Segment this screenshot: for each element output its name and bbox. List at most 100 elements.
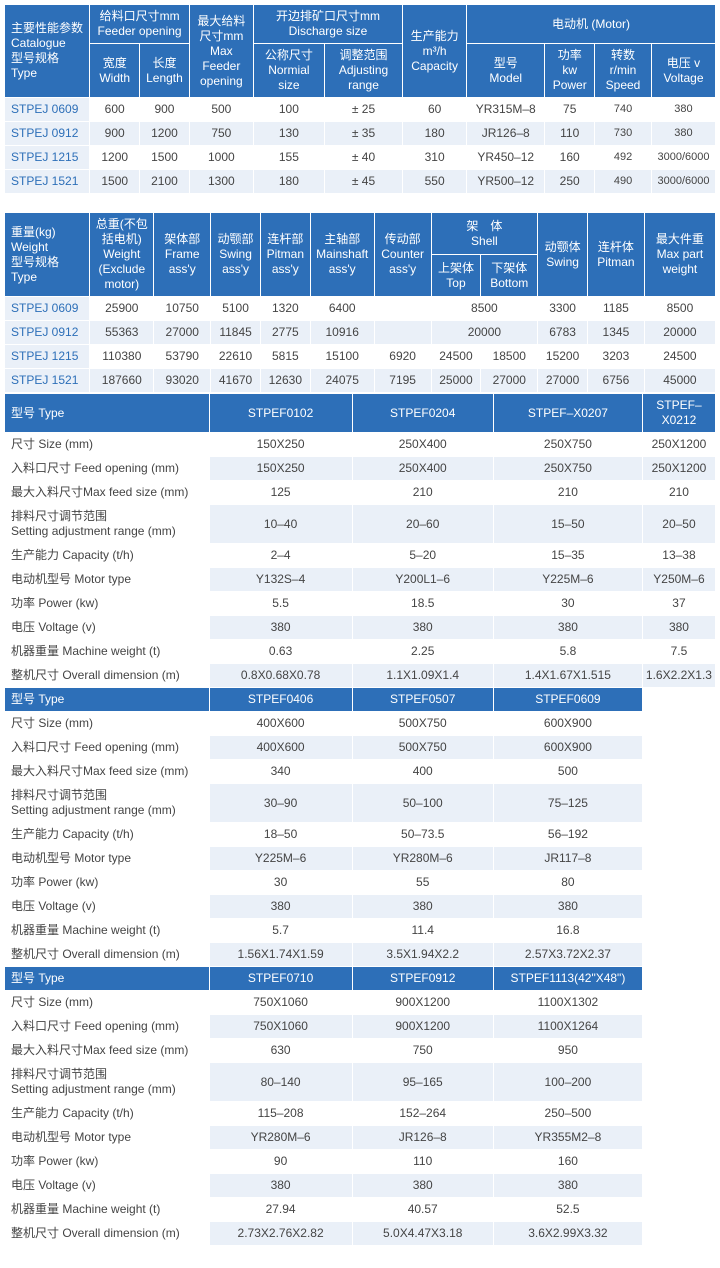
table-row: STPEJ 1215110380537902261058151510069202… xyxy=(5,345,716,369)
table-row: 机器重量 Machine weight (t)27.9440.5752.5 xyxy=(5,1198,716,1222)
hdr-discharge: 开边排矿口尺寸mmDischarge size xyxy=(253,5,402,44)
row-label: 整机尺寸 Overall dimension (m) xyxy=(5,943,210,967)
cell: 6920 xyxy=(374,345,431,369)
cell: STPEJ 0912 xyxy=(5,321,90,345)
hdr-counter: 传动部Counterass'y xyxy=(374,213,431,297)
cell: 22610 xyxy=(211,345,261,369)
cell: 37 xyxy=(642,592,715,616)
hdr-pitman: 连杆部Pitmanass'y xyxy=(260,213,310,297)
cell: 30 xyxy=(209,871,352,895)
cell: 380 xyxy=(493,1174,642,1198)
row-label: 入料口尺寸 Feed opening (mm) xyxy=(5,736,210,760)
row-label: 机器重量 Machine weight (t) xyxy=(5,640,210,664)
cell: 400X600 xyxy=(209,736,352,760)
cell: 100 xyxy=(253,98,324,122)
cell: 5–20 xyxy=(352,544,493,568)
hdr-swing: 动颚部Swingass'y xyxy=(211,213,261,297)
cell: 125 xyxy=(209,481,352,505)
cell: 52.5 xyxy=(493,1198,642,1222)
row-label: 排料尺寸调节范围Setting adjustment range (mm) xyxy=(5,1063,210,1102)
cell: 80 xyxy=(493,871,642,895)
weight-spec-table: 重量(kg)Weight型号规格Type 总重(不包括电机)Weight(Exc… xyxy=(4,212,716,393)
hdr-speed: 转数r/minSpeed xyxy=(595,44,652,98)
cell: 13–38 xyxy=(642,544,715,568)
cell: 11.4 xyxy=(352,919,493,943)
hdr-type: 型号 Type xyxy=(5,688,210,712)
cell: 110380 xyxy=(90,345,154,369)
row-label: 功率 Power (kw) xyxy=(5,592,210,616)
row-label: 电动机型号 Motor type xyxy=(5,568,210,592)
cell: STPEJ 1215 xyxy=(5,146,90,170)
cell: 24500 xyxy=(644,345,715,369)
cell: 20000 xyxy=(644,321,715,345)
table-row: STPEJ 0912553632700011845277510916200006… xyxy=(5,321,716,345)
cell: 1320 xyxy=(260,297,310,321)
cell: 380 xyxy=(209,895,352,919)
cell: 380 xyxy=(209,1174,352,1198)
cell: 380 xyxy=(651,98,715,122)
table-row: 电压 Voltage (v)380380380 xyxy=(5,1174,716,1198)
hdr-type: 型号 Type xyxy=(5,967,210,991)
cell: 155 xyxy=(253,146,324,170)
table-row: 功率 Power (kw)305580 xyxy=(5,871,716,895)
cell: 380 xyxy=(493,616,642,640)
table-row: 功率 Power (kw)90110160 xyxy=(5,1150,716,1174)
hdr-voltage: 电压 vVoltage xyxy=(651,44,715,98)
cell: 250X1200 xyxy=(642,433,715,457)
hdr-maxpart: 最大件重Max partweight xyxy=(644,213,715,297)
cell: 15200 xyxy=(538,345,588,369)
cell: 250X1200 xyxy=(642,457,715,481)
cell: ± 35 xyxy=(324,122,402,146)
cell: 20000 xyxy=(431,321,538,345)
row-label: 排料尺寸调节范围Setting adjustment range (mm) xyxy=(5,505,210,544)
row-label: 电压 Voltage (v) xyxy=(5,895,210,919)
cell: 250X750 xyxy=(493,457,642,481)
row-label: 机器重量 Machine weight (t) xyxy=(5,919,210,943)
hdr-adjust: 调整范围Adjusting range xyxy=(324,44,402,98)
table-row: 功率 Power (kw)5.518.53037 xyxy=(5,592,716,616)
cell: 110 xyxy=(352,1150,493,1174)
cell: 10916 xyxy=(310,321,374,345)
table-row: 排料尺寸调节范围Setting adjustment range (mm)80–… xyxy=(5,1063,716,1102)
hdr-weight: 重量(kg)Weight型号规格Type xyxy=(5,213,90,297)
cell: 0.8X0.68X0.78 xyxy=(209,664,352,688)
cell: 1200 xyxy=(140,122,190,146)
cell: 400 xyxy=(352,760,493,784)
table-row: 尺寸 Size (mm)150X250250X400250X750250X120… xyxy=(5,433,716,457)
table-row: 最大入料尺寸Max feed size (mm)125210210210 xyxy=(5,481,716,505)
row-label: 最大入料尺寸Max feed size (mm) xyxy=(5,1039,210,1063)
cell: 1185 xyxy=(587,297,644,321)
cell: 90 xyxy=(209,1150,352,1174)
cell: 53790 xyxy=(154,345,211,369)
cell: 93020 xyxy=(154,369,211,393)
cell: 1000 xyxy=(189,146,253,170)
row-label: 电压 Voltage (v) xyxy=(5,1174,210,1198)
table-row: STPEJ 1215120015001000155± 40310YR450–12… xyxy=(5,146,716,170)
hdr-feeder-opening: 给料口尺寸mmFeeder opening xyxy=(90,5,190,44)
hdr-nominal: 公称尺寸Normial size xyxy=(253,44,324,98)
cell: STPEJ 1215 xyxy=(5,345,90,369)
hdr-total: 总重(不包括电机)Weight(Excludemotor) xyxy=(90,213,154,297)
cell: 150X250 xyxy=(209,457,352,481)
cell: 2100 xyxy=(140,170,190,194)
cell: 180 xyxy=(403,122,467,146)
hdr-model: 型号Model xyxy=(467,44,545,98)
cell: 1.4X1.67X1.515 xyxy=(493,664,642,688)
cell xyxy=(374,297,431,321)
cell: 2.73X2.76X2.82 xyxy=(209,1222,352,1246)
cell: 18.5 xyxy=(352,592,493,616)
table-row: 电动机型号 Motor typeYR280M–6JR126–8YR355M2–8 xyxy=(5,1126,716,1150)
cell: 1100X1264 xyxy=(493,1015,642,1039)
cell: 45000 xyxy=(644,369,715,393)
hdr-catalogue: 主要性能参数Catalogue型号规格Type xyxy=(5,5,90,98)
cell: 1300 xyxy=(189,170,253,194)
hdr-width: 宽度Width xyxy=(90,44,140,98)
cell: 8500 xyxy=(431,297,538,321)
cell: STPEJ 0609 xyxy=(5,297,90,321)
cell: 5.0X4.47X3.18 xyxy=(352,1222,493,1246)
cell: Y225M–6 xyxy=(209,847,352,871)
cell: 550 xyxy=(403,170,467,194)
hdr-frame: 架体部Frameass'y xyxy=(154,213,211,297)
table-row: 整机尺寸 Overall dimension (m)1.56X1.74X1.59… xyxy=(5,943,716,967)
table-row: 生产能力 Capacity (t/h)115–208152–264250–500 xyxy=(5,1102,716,1126)
